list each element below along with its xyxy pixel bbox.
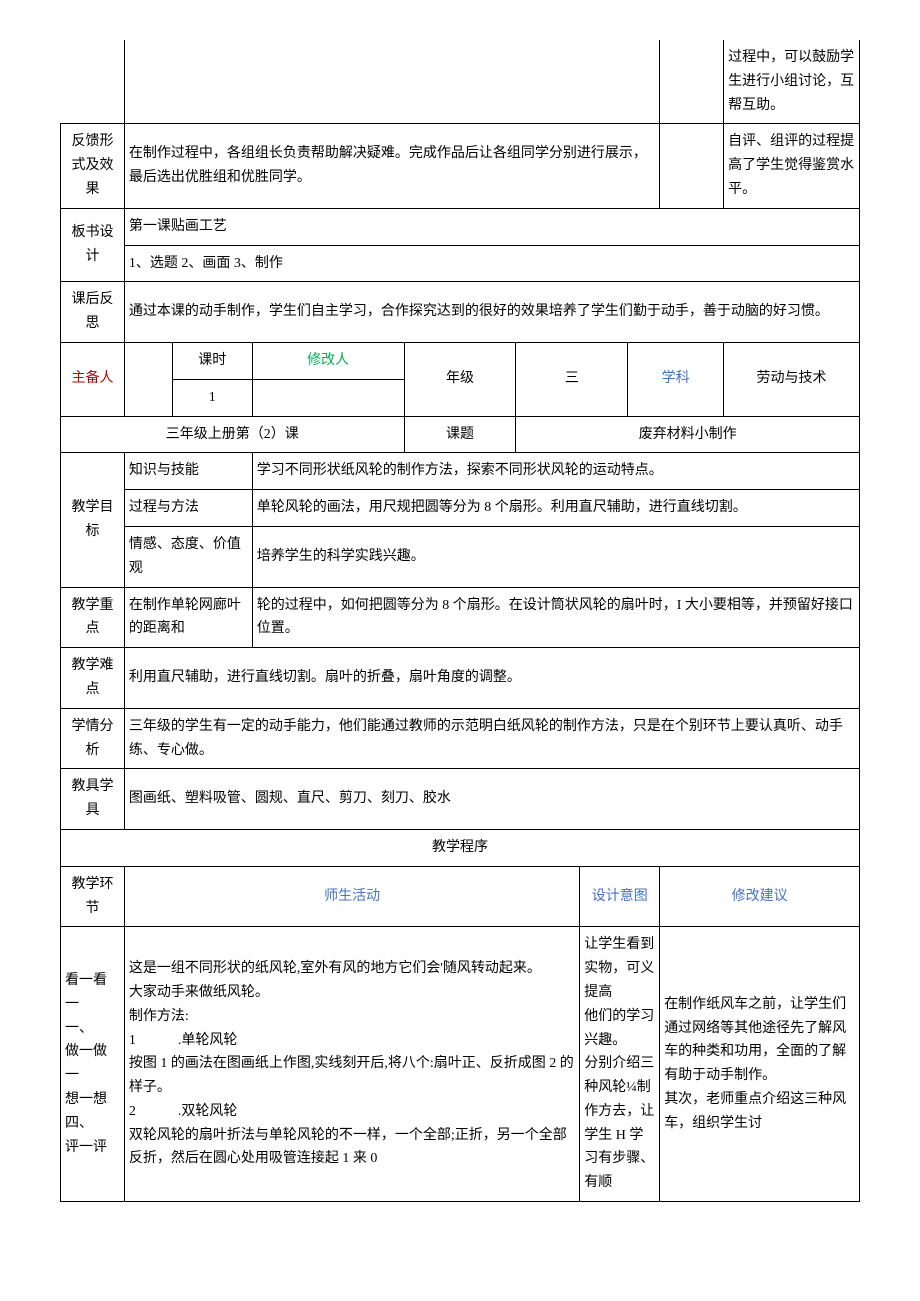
body-huanjie: 看一看 一 一、 做一做 一 想一想 四、 评一评 bbox=[61, 927, 125, 1202]
nianji-label: 年级 bbox=[404, 342, 516, 416]
col-shisheng: 师生活动 bbox=[124, 866, 579, 927]
empty-cell bbox=[660, 124, 724, 208]
goals-label: 教学目标 bbox=[61, 453, 125, 587]
empty-cell bbox=[124, 40, 659, 124]
goal-r3-text: 培养学生的科学实践兴趣。 bbox=[252, 526, 859, 587]
nandian-text: 利用直尺辅助，进行直线切割。扇叶的折叠，扇叶角度的调整。 bbox=[124, 648, 859, 709]
goal-r3-label: 情感、态度、价值观 bbox=[124, 526, 252, 587]
goal-r1-text: 学习不同形状纸风轮的制作方法，探索不同形状风轮的运动特点。 bbox=[252, 453, 859, 490]
keshi-value: 1 bbox=[172, 379, 252, 416]
goal-r2-label: 过程与方法 bbox=[124, 490, 252, 527]
xueke-value: 劳动与技术 bbox=[724, 342, 860, 416]
xiugairen-value bbox=[252, 379, 404, 416]
xueqing-text: 三年级的学生有一定的动手能力，他们能通过教师的示范明白纸风轮的制作方法，只是在个… bbox=[124, 708, 859, 769]
feedback-label: 反馈形式及效果 bbox=[61, 124, 125, 208]
feedback-text: 在制作过程中，各组组长负责帮助解决疑难。完成作品后让各组同学分别进行展示，最后选… bbox=[124, 124, 659, 208]
xueke-label: 学科 bbox=[628, 342, 724, 416]
board-line2: 1、选题 2、画面 3、制作 bbox=[124, 245, 859, 282]
col-xiugai: 修改建议 bbox=[660, 866, 860, 927]
nianji-value: 三 bbox=[516, 342, 628, 416]
procedure-title: 教学程序 bbox=[61, 829, 860, 866]
keti-label: 课题 bbox=[404, 416, 516, 453]
body-sheji: 让学生看到实物，可义提高 他们的学习兴趣。 分别介绍三种风轮¼制作方去，让学生 … bbox=[580, 927, 660, 1202]
col-huanjie: 教学环节 bbox=[61, 866, 125, 927]
jiaoju-label: 教具学具 bbox=[61, 769, 125, 830]
keshi-label: 课时 bbox=[172, 342, 252, 379]
zhuberen-value bbox=[124, 342, 172, 416]
empty-cell bbox=[660, 40, 724, 124]
board-line1: 第一课贴画工艺 bbox=[124, 208, 859, 245]
reflect-label: 课后反思 bbox=[61, 282, 125, 343]
body-shisheng: 这是一组不同形状的纸风轮,室外有风的地方它们会'随风转动起来。 大家动手来做纸风… bbox=[124, 927, 579, 1202]
zhuberen-label: 主备人 bbox=[61, 342, 125, 416]
jiaoju-text: 图画纸、塑料吸管、圆规、直尺、剪刀、刻刀、胶水 bbox=[124, 769, 859, 830]
reflect-text: 通过本课的动手制作，学生们自主学习，合作探究达到的很好的效果培养了学生们勤于动手… bbox=[124, 282, 859, 343]
lesson-plan-table: 过程中，可以鼓励学生进行小组讨论，互帮互助。 反馈形式及效果 在制作过程中，各组… bbox=[60, 40, 860, 1202]
feedback-note: 自评、组评的过程提高了学生觉得鉴赏水平。 bbox=[724, 124, 860, 208]
note-encourage: 过程中，可以鼓励学生进行小组讨论，互帮互助。 bbox=[724, 40, 860, 124]
col-sheji: 设计意图 bbox=[580, 866, 660, 927]
board-label: 板书设计 bbox=[61, 208, 125, 282]
xiugairen-label: 修改人 bbox=[252, 342, 404, 379]
body-xiugai: 在制作纸风车之前，让学生们通过网络等其他途径先了解风车的种类和功用，全面的了解有… bbox=[660, 927, 860, 1202]
nandian-label: 教学难点 bbox=[61, 648, 125, 709]
goal-r2-text: 单轮风轮的画法，用尺规把圆等分为 8 个扇形。利用直尺辅助，进行直线切割。 bbox=[252, 490, 859, 527]
zhongdian-left: 在制作单轮网廊叶的距离和 bbox=[124, 587, 252, 648]
unit-title: 三年级上册第（2）课 bbox=[61, 416, 405, 453]
zhongdian-label: 教学重点 bbox=[61, 587, 125, 648]
empty-cell bbox=[61, 40, 125, 124]
goal-r1-label: 知识与技能 bbox=[124, 453, 252, 490]
zhongdian-right: 轮的过程中，如何把圆等分为 8 个扇形。在设计筒状风轮的扇叶时，I 大小要相等，… bbox=[252, 587, 859, 648]
xueqing-label: 学情分析 bbox=[61, 708, 125, 769]
keti-value: 废弃材料小制作 bbox=[516, 416, 860, 453]
